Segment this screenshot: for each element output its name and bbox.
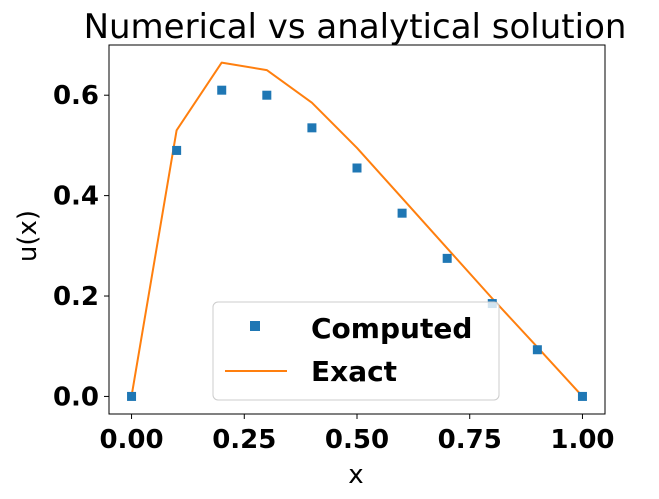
data-point-computed [532, 345, 542, 355]
legend-frame [212, 301, 500, 401]
legend-marker-computed [250, 321, 260, 331]
chart-title: Numerical vs analytical solution [84, 7, 627, 47]
y-tick-label: 0.6 [53, 81, 99, 111]
data-point-computed [127, 391, 137, 401]
y-tick-label: 0.4 [53, 182, 99, 212]
x-axis-ticks: 0.00 0.25 0.50 0.75 1.00 [99, 414, 615, 455]
series-line-exact [130, 61, 584, 398]
y-tick-label: 0.2 [53, 282, 99, 312]
series-layer [127, 61, 587, 401]
x-tick-label: 0.50 [325, 425, 389, 455]
x-tick-label: 0.25 [212, 425, 276, 455]
data-point-computed [577, 391, 587, 401]
legend: Computed Exact [212, 301, 500, 401]
x-tick-label: 0.75 [438, 425, 502, 455]
y-axis-label: u(x) [13, 210, 43, 262]
legend-label-exact: Exact [311, 355, 397, 388]
data-point-computed [442, 253, 452, 263]
legend-label-computed: Computed [311, 312, 472, 345]
data-point-computed [397, 208, 407, 218]
data-point-computed [352, 163, 362, 173]
x-tick-label: 0.00 [99, 425, 163, 455]
data-point-computed [172, 145, 182, 155]
data-point-computed [217, 85, 227, 95]
x-tick-label: 1.00 [550, 425, 614, 455]
y-tick-label: 0.0 [53, 382, 99, 412]
y-axis-ticks: 0.0 0.2 0.4 0.6 [53, 81, 109, 412]
data-point-computed [262, 90, 272, 100]
data-point-computed [307, 123, 317, 133]
x-axis-label: x [348, 460, 363, 490]
